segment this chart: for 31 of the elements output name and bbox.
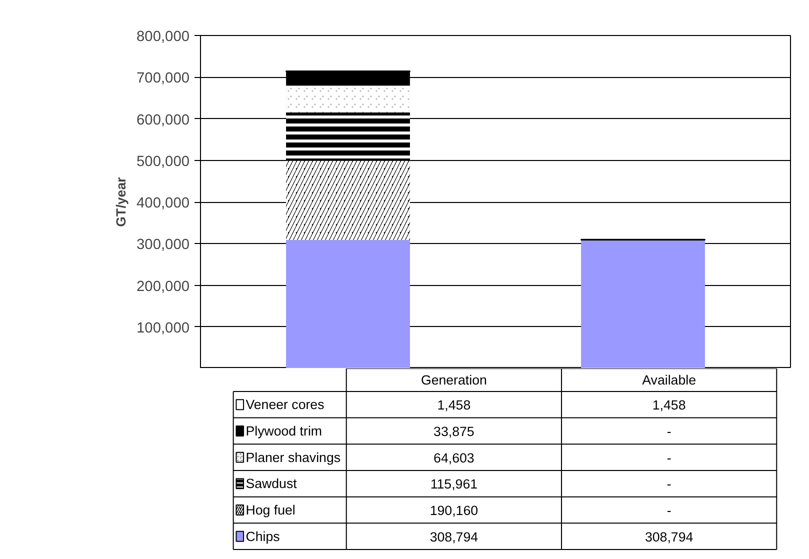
- bar: [581, 240, 705, 368]
- legend-label: Hog fuel: [246, 502, 296, 518]
- y-tick-label: 600,000: [136, 112, 190, 128]
- y-tick-label: 500,000: [136, 154, 190, 170]
- y-axis-title: GT/year: [114, 177, 129, 227]
- data-label: 190,160: [430, 503, 478, 518]
- data-label: 64,603: [434, 450, 474, 466]
- y-tick-label: 400,000: [136, 196, 190, 212]
- y-tick-label: 200,000: [136, 278, 190, 295]
- legend-label: Veneer cores: [246, 397, 325, 412]
- x-tick-label: Generation: [420, 372, 487, 388]
- data-label: -: [666, 476, 672, 492]
- data-label: 308,794: [430, 529, 479, 544]
- data-label: 1,458: [437, 398, 471, 413]
- data-label: 33,875: [434, 424, 474, 439]
- y-tick-label: 100,000: [136, 320, 190, 336]
- legend-label: Planer shavings: [246, 450, 341, 465]
- data-label: -: [666, 503, 672, 518]
- legend-label: Sawdust: [246, 476, 298, 492]
- data-label: 115,961: [430, 476, 478, 492]
- bar: [286, 240, 410, 368]
- data-label: -: [666, 424, 672, 439]
- y-tick-label: 800,000: [136, 29, 190, 45]
- data-label: 308,794: [644, 529, 694, 544]
- legend-label: Chips: [246, 528, 280, 544]
- data-label: -: [666, 450, 672, 466]
- x-tick-label: Available: [642, 372, 696, 388]
- legend-label: Plywood trim: [246, 423, 322, 438]
- data-label: 1,458: [652, 398, 686, 413]
- y-tick-label: 700,000: [136, 70, 190, 87]
- y-tick-label: 300,000: [136, 237, 190, 254]
